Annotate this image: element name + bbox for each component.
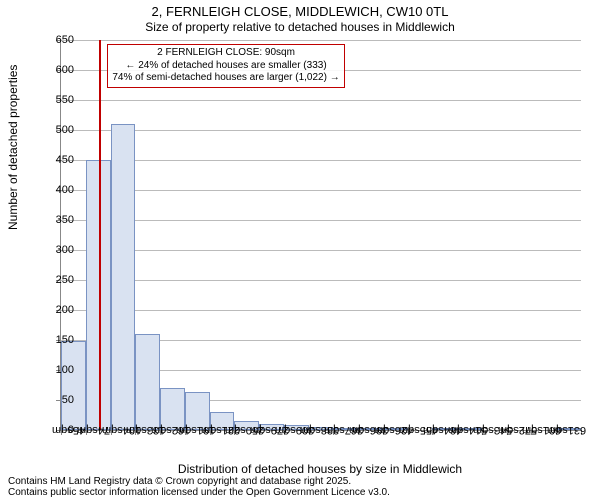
y-tick-label: 500: [34, 124, 74, 136]
x-axis-label: Distribution of detached houses by size …: [60, 462, 580, 476]
grid-line: [61, 250, 581, 251]
footer-line-1: Contains HM Land Registry data © Crown c…: [8, 476, 390, 487]
histogram-bar: [135, 334, 160, 430]
y-tick-label: 150: [34, 334, 74, 346]
y-tick-label: 350: [34, 214, 74, 226]
footer-line-2: Contains public sector information licen…: [8, 487, 390, 498]
y-tick-label: 600: [34, 64, 74, 76]
annotation-line: 2 FERNLEIGH CLOSE: 90sqm: [112, 47, 339, 60]
chart-container: 2, FERNLEIGH CLOSE, MIDDLEWICH, CW10 0TL…: [0, 0, 600, 500]
grid-line: [61, 310, 581, 311]
y-tick-label: 200: [34, 304, 74, 316]
y-tick-label: 50: [34, 394, 74, 406]
y-tick-label: 400: [34, 184, 74, 196]
grid-line: [61, 280, 581, 281]
histogram-bar: [86, 160, 111, 430]
y-tick-label: 100: [34, 364, 74, 376]
y-tick-label: 300: [34, 244, 74, 256]
grid-line: [61, 40, 581, 41]
annotation-box: 2 FERNLEIGH CLOSE: 90sqm← 24% of detache…: [107, 44, 344, 88]
chart-subtitle: Size of property relative to detached ho…: [0, 20, 600, 34]
y-tick-label: 250: [34, 274, 74, 286]
reference-line: [99, 40, 101, 430]
y-axis-label: Number of detached properties: [6, 65, 20, 230]
grid-line: [61, 160, 581, 161]
footer-attribution: Contains HM Land Registry data © Crown c…: [8, 476, 390, 498]
annotation-line: 74% of semi-detached houses are larger (…: [112, 72, 339, 85]
grid-line: [61, 100, 581, 101]
y-tick-label: 550: [34, 94, 74, 106]
annotation-line: ← 24% of detached houses are smaller (33…: [112, 60, 339, 73]
grid-line: [61, 190, 581, 191]
chart-title: 2, FERNLEIGH CLOSE, MIDDLEWICH, CW10 0TL: [0, 4, 600, 19]
y-tick-label: 450: [34, 154, 74, 166]
histogram-bar: [111, 124, 136, 430]
grid-line: [61, 220, 581, 221]
grid-line: [61, 130, 581, 131]
plot-area: 2 FERNLEIGH CLOSE: 90sqm← 24% of detache…: [60, 40, 581, 431]
histogram-bar: [61, 341, 86, 430]
y-tick-label: 650: [34, 34, 74, 46]
